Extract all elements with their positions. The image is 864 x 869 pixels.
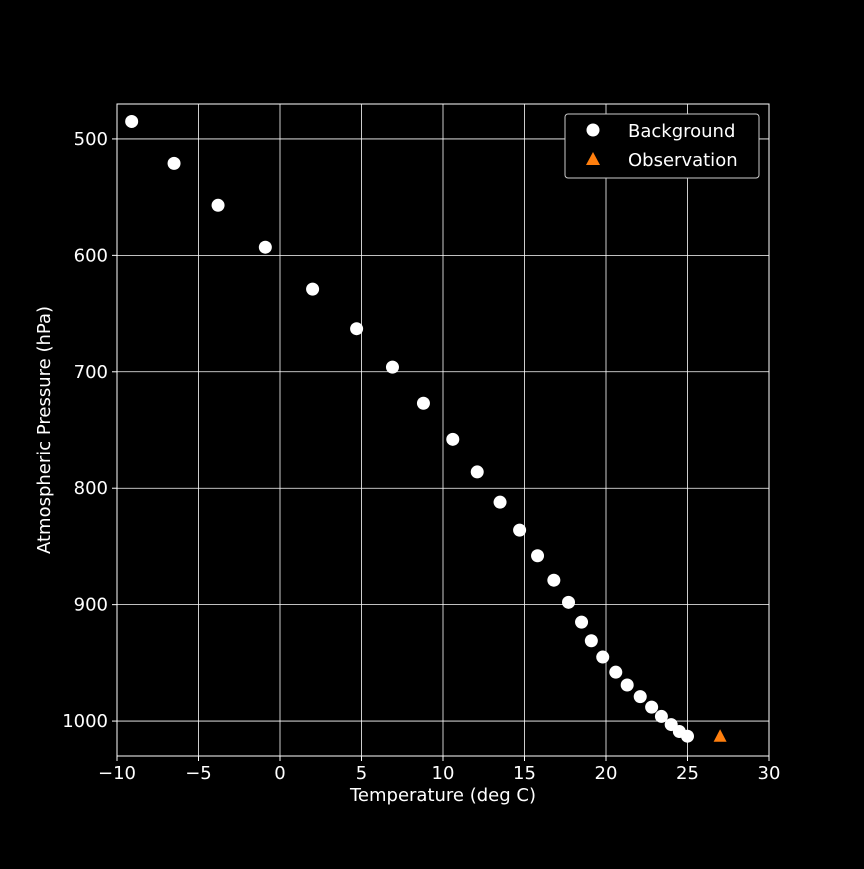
x-tick-label: 0 bbox=[274, 763, 285, 784]
background-point bbox=[633, 690, 647, 704]
background-point bbox=[446, 432, 460, 446]
background-point bbox=[167, 156, 181, 170]
legend-box bbox=[564, 113, 760, 179]
legend: Background Observation bbox=[564, 113, 760, 179]
y-tick-label: 500 bbox=[74, 129, 108, 150]
x-tick-label: 30 bbox=[758, 763, 781, 784]
background-point bbox=[306, 282, 320, 296]
background-point bbox=[584, 634, 598, 648]
x-tick-label: 20 bbox=[595, 763, 618, 784]
background-point bbox=[125, 114, 139, 128]
x-tick-label: 15 bbox=[513, 763, 536, 784]
y-tick-label: 1000 bbox=[62, 711, 108, 732]
y-tick-label: 900 bbox=[74, 595, 108, 616]
background-point bbox=[681, 729, 694, 743]
background-point bbox=[470, 465, 484, 479]
background-point bbox=[609, 665, 623, 679]
x-tick-label: 5 bbox=[356, 763, 367, 784]
background-point bbox=[416, 396, 430, 410]
legend-marker-background bbox=[586, 123, 600, 137]
background-point bbox=[596, 650, 610, 664]
background-point bbox=[620, 678, 634, 692]
y-tick-label: 800 bbox=[74, 478, 108, 499]
x-tick-label: −10 bbox=[98, 763, 136, 784]
background-point bbox=[531, 549, 545, 563]
background-point bbox=[575, 615, 589, 629]
x-tick-label: −5 bbox=[185, 763, 212, 784]
background-point bbox=[513, 523, 527, 537]
background-point bbox=[654, 709, 668, 723]
x-tick-label: 10 bbox=[432, 763, 455, 784]
y-axis-label: Atmospheric Pressure (hPa) bbox=[34, 306, 55, 554]
x-tick-label: 25 bbox=[676, 763, 699, 784]
background-point bbox=[350, 322, 364, 336]
background-point bbox=[547, 573, 561, 587]
y-tick-label: 600 bbox=[74, 245, 108, 266]
y-tick-label: 700 bbox=[74, 362, 108, 383]
legend-label-background: Background bbox=[628, 121, 735, 142]
x-axis-label: Temperature (deg C) bbox=[349, 785, 536, 806]
background-point bbox=[385, 360, 399, 374]
observation-point bbox=[713, 729, 727, 742]
data-points bbox=[125, 114, 727, 743]
y-axis-ticks: 500 600 700 800 900 1000 bbox=[62, 129, 117, 732]
background-point bbox=[562, 595, 576, 609]
legend-marker-observation bbox=[586, 152, 600, 165]
legend-label-observation: Observation bbox=[628, 150, 738, 171]
background-point bbox=[493, 495, 507, 509]
x-axis-ticks: −10 −5 0 5 10 15 20 25 30 bbox=[98, 756, 780, 784]
background-point bbox=[645, 700, 659, 714]
background-point bbox=[211, 198, 225, 212]
background-point bbox=[258, 240, 272, 254]
